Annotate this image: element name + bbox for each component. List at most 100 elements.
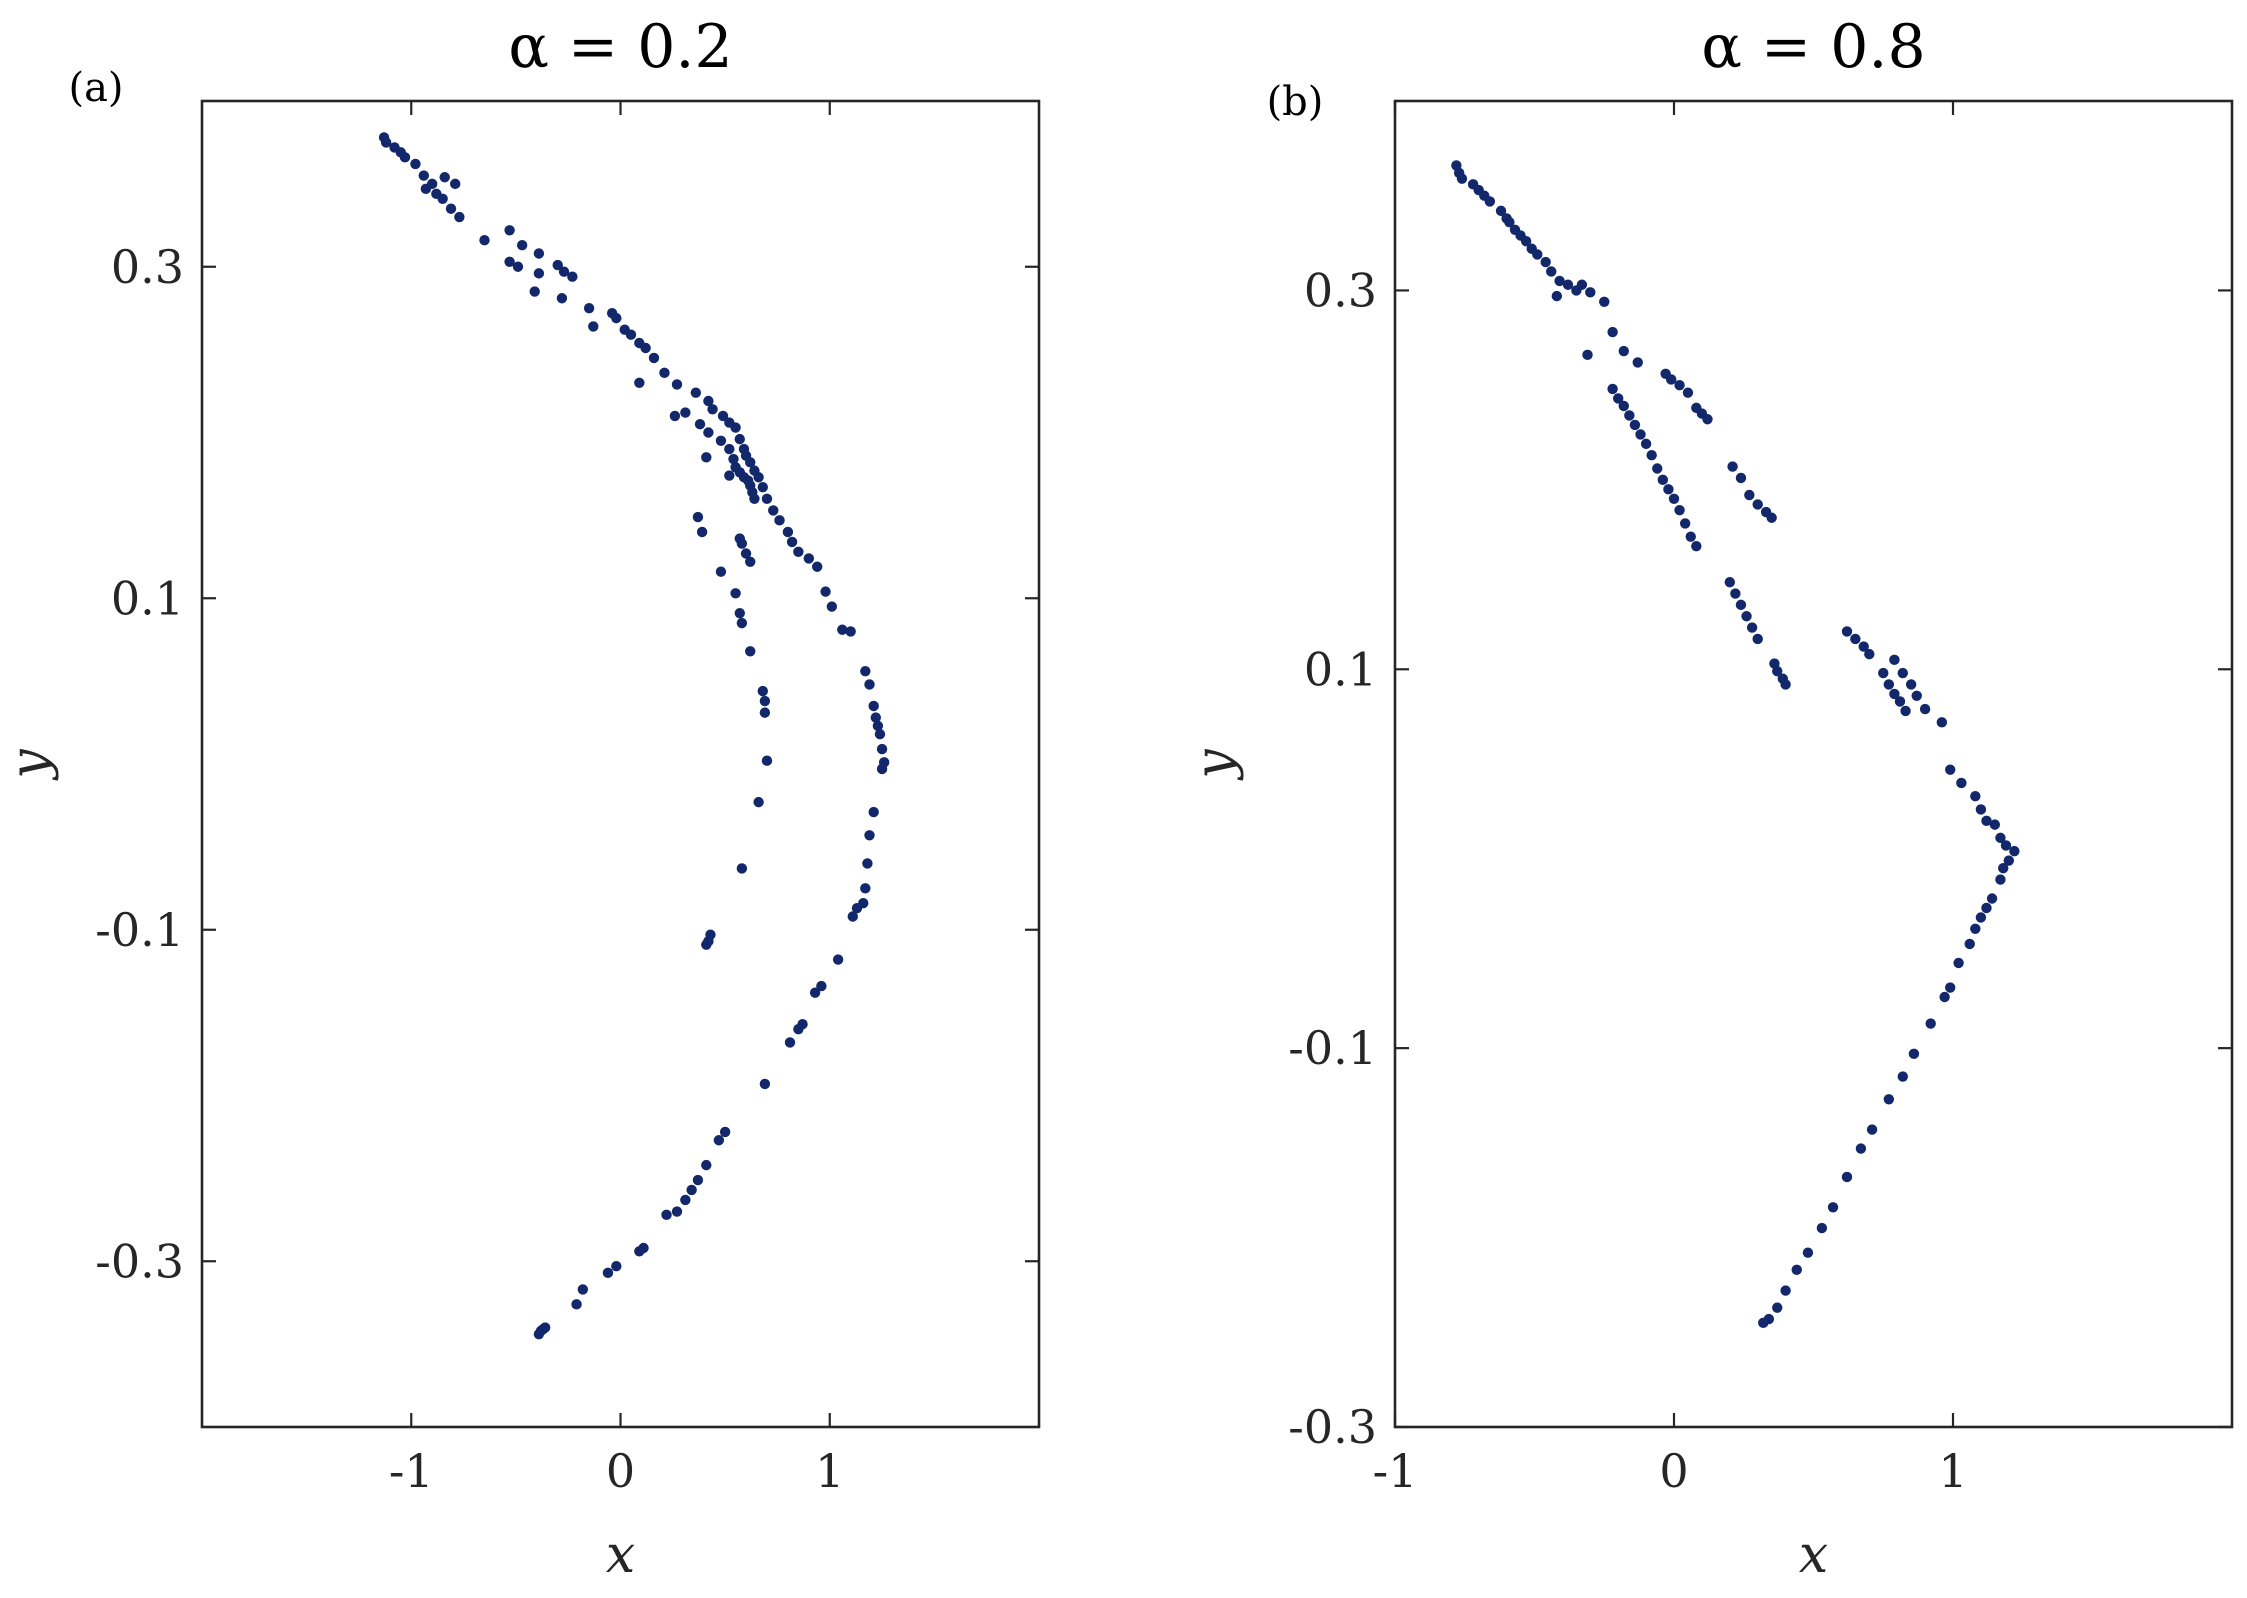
- data-point: [611, 312, 622, 324]
- data-point: [399, 152, 411, 163]
- data-point: [1532, 249, 1543, 260]
- data-point: [1727, 461, 1738, 472]
- data-point: [816, 980, 827, 992]
- data-point: [1981, 902, 1992, 914]
- data-point: [380, 137, 392, 148]
- data-point: [759, 695, 771, 707]
- data-point: [1724, 576, 1736, 588]
- data-point: [1635, 429, 1646, 440]
- data-point: [1582, 349, 1593, 361]
- data-point: [1964, 938, 1975, 950]
- data-point: [1585, 287, 1596, 298]
- data-point: [1618, 345, 1629, 357]
- data-point: [1546, 266, 1557, 277]
- panel-label: (b): [1267, 79, 1324, 125]
- data-point: [1640, 438, 1652, 450]
- data-point: [1652, 463, 1663, 474]
- data-point: [703, 427, 714, 438]
- data-point: [1520, 235, 1532, 247]
- data-point: [2003, 855, 2015, 866]
- y-tick-label: 0.3: [1304, 263, 1377, 317]
- data-point: [803, 553, 815, 564]
- data-point: [786, 536, 798, 548]
- data-point: [437, 193, 448, 204]
- data-point: [556, 293, 568, 304]
- data-point: [707, 404, 718, 415]
- y-tick-label: 0.1: [1304, 642, 1377, 696]
- data-point: [820, 586, 831, 597]
- data-point: [571, 1299, 582, 1310]
- data-point: [533, 268, 545, 279]
- data-point: [1613, 393, 1624, 404]
- data-point: [1744, 489, 1755, 501]
- data-point: [809, 987, 821, 998]
- data-point: [567, 271, 578, 282]
- panel-label: (a): [68, 65, 123, 111]
- data-point: [1632, 357, 1643, 368]
- data-point: [1772, 665, 1783, 677]
- y-tick-label: -0.1: [95, 903, 184, 957]
- data-point: [1883, 1094, 1895, 1105]
- data-point: [868, 700, 879, 712]
- data-point: [1889, 688, 1900, 700]
- data-point: [1953, 957, 1964, 969]
- data-point: [686, 1184, 697, 1196]
- data-point: [1766, 512, 1777, 523]
- data-point: [745, 556, 756, 567]
- data-point: [757, 685, 768, 697]
- data-point: [659, 367, 670, 379]
- plot-frame: [200, 99, 1041, 1429]
- data-point: [730, 588, 741, 599]
- data-point: [669, 410, 681, 422]
- data-point: [1730, 588, 1741, 599]
- data-point: [1607, 383, 1618, 395]
- data-point: [602, 1267, 614, 1279]
- data-point: [736, 538, 748, 549]
- data-point: [1945, 982, 1956, 993]
- data-point: [1878, 667, 1889, 679]
- data-point: [1864, 648, 1875, 660]
- y-tick-label: 0.1: [111, 571, 184, 625]
- data-point: [504, 256, 515, 267]
- data-point: [1897, 1071, 1908, 1082]
- data-point: [1666, 374, 1677, 385]
- data-point: [1855, 1143, 1867, 1154]
- data-point: [420, 183, 432, 195]
- data-point: [837, 624, 848, 635]
- data-point: [730, 422, 741, 433]
- data-point: [759, 707, 771, 718]
- data-point: [1746, 622, 1758, 633]
- data-point: [1780, 679, 1791, 690]
- data-point: [661, 1209, 672, 1221]
- data-point: [1607, 326, 1618, 338]
- data-point: [2000, 840, 2012, 851]
- data-point: [1841, 626, 1853, 637]
- data-point: [759, 1078, 771, 1090]
- data-point: [774, 515, 785, 526]
- x-tick-label: 0: [1659, 1444, 1688, 1498]
- data-point: [454, 211, 465, 223]
- data-point: [1735, 472, 1747, 484]
- data-point: [1735, 599, 1747, 611]
- data-point: [1741, 611, 1752, 622]
- data-point: [864, 679, 875, 690]
- data-point: [680, 1194, 691, 1206]
- data-point: [625, 329, 637, 340]
- y-axis-label: y: [1185, 749, 1245, 781]
- data-point: [868, 806, 879, 818]
- data-point: [768, 505, 779, 516]
- data-point: [1883, 679, 1895, 690]
- data-point: [1657, 474, 1669, 486]
- data-point: [692, 1174, 704, 1186]
- data-point: [740, 548, 752, 559]
- panel-b: -1 0 1 -0.3 -0.1 0.1 0.3 α = 0.8 (b) x y: [1185, 12, 2234, 1585]
- data-point: [736, 863, 748, 874]
- data-point: [1827, 1202, 1839, 1213]
- data-point: [757, 481, 768, 493]
- data-point: [876, 743, 888, 755]
- data-point: [577, 1284, 589, 1295]
- data-point: [1540, 256, 1551, 268]
- data-point: [1495, 205, 1507, 217]
- data-point: [533, 248, 545, 259]
- x-tick-label: 0: [606, 1444, 635, 1498]
